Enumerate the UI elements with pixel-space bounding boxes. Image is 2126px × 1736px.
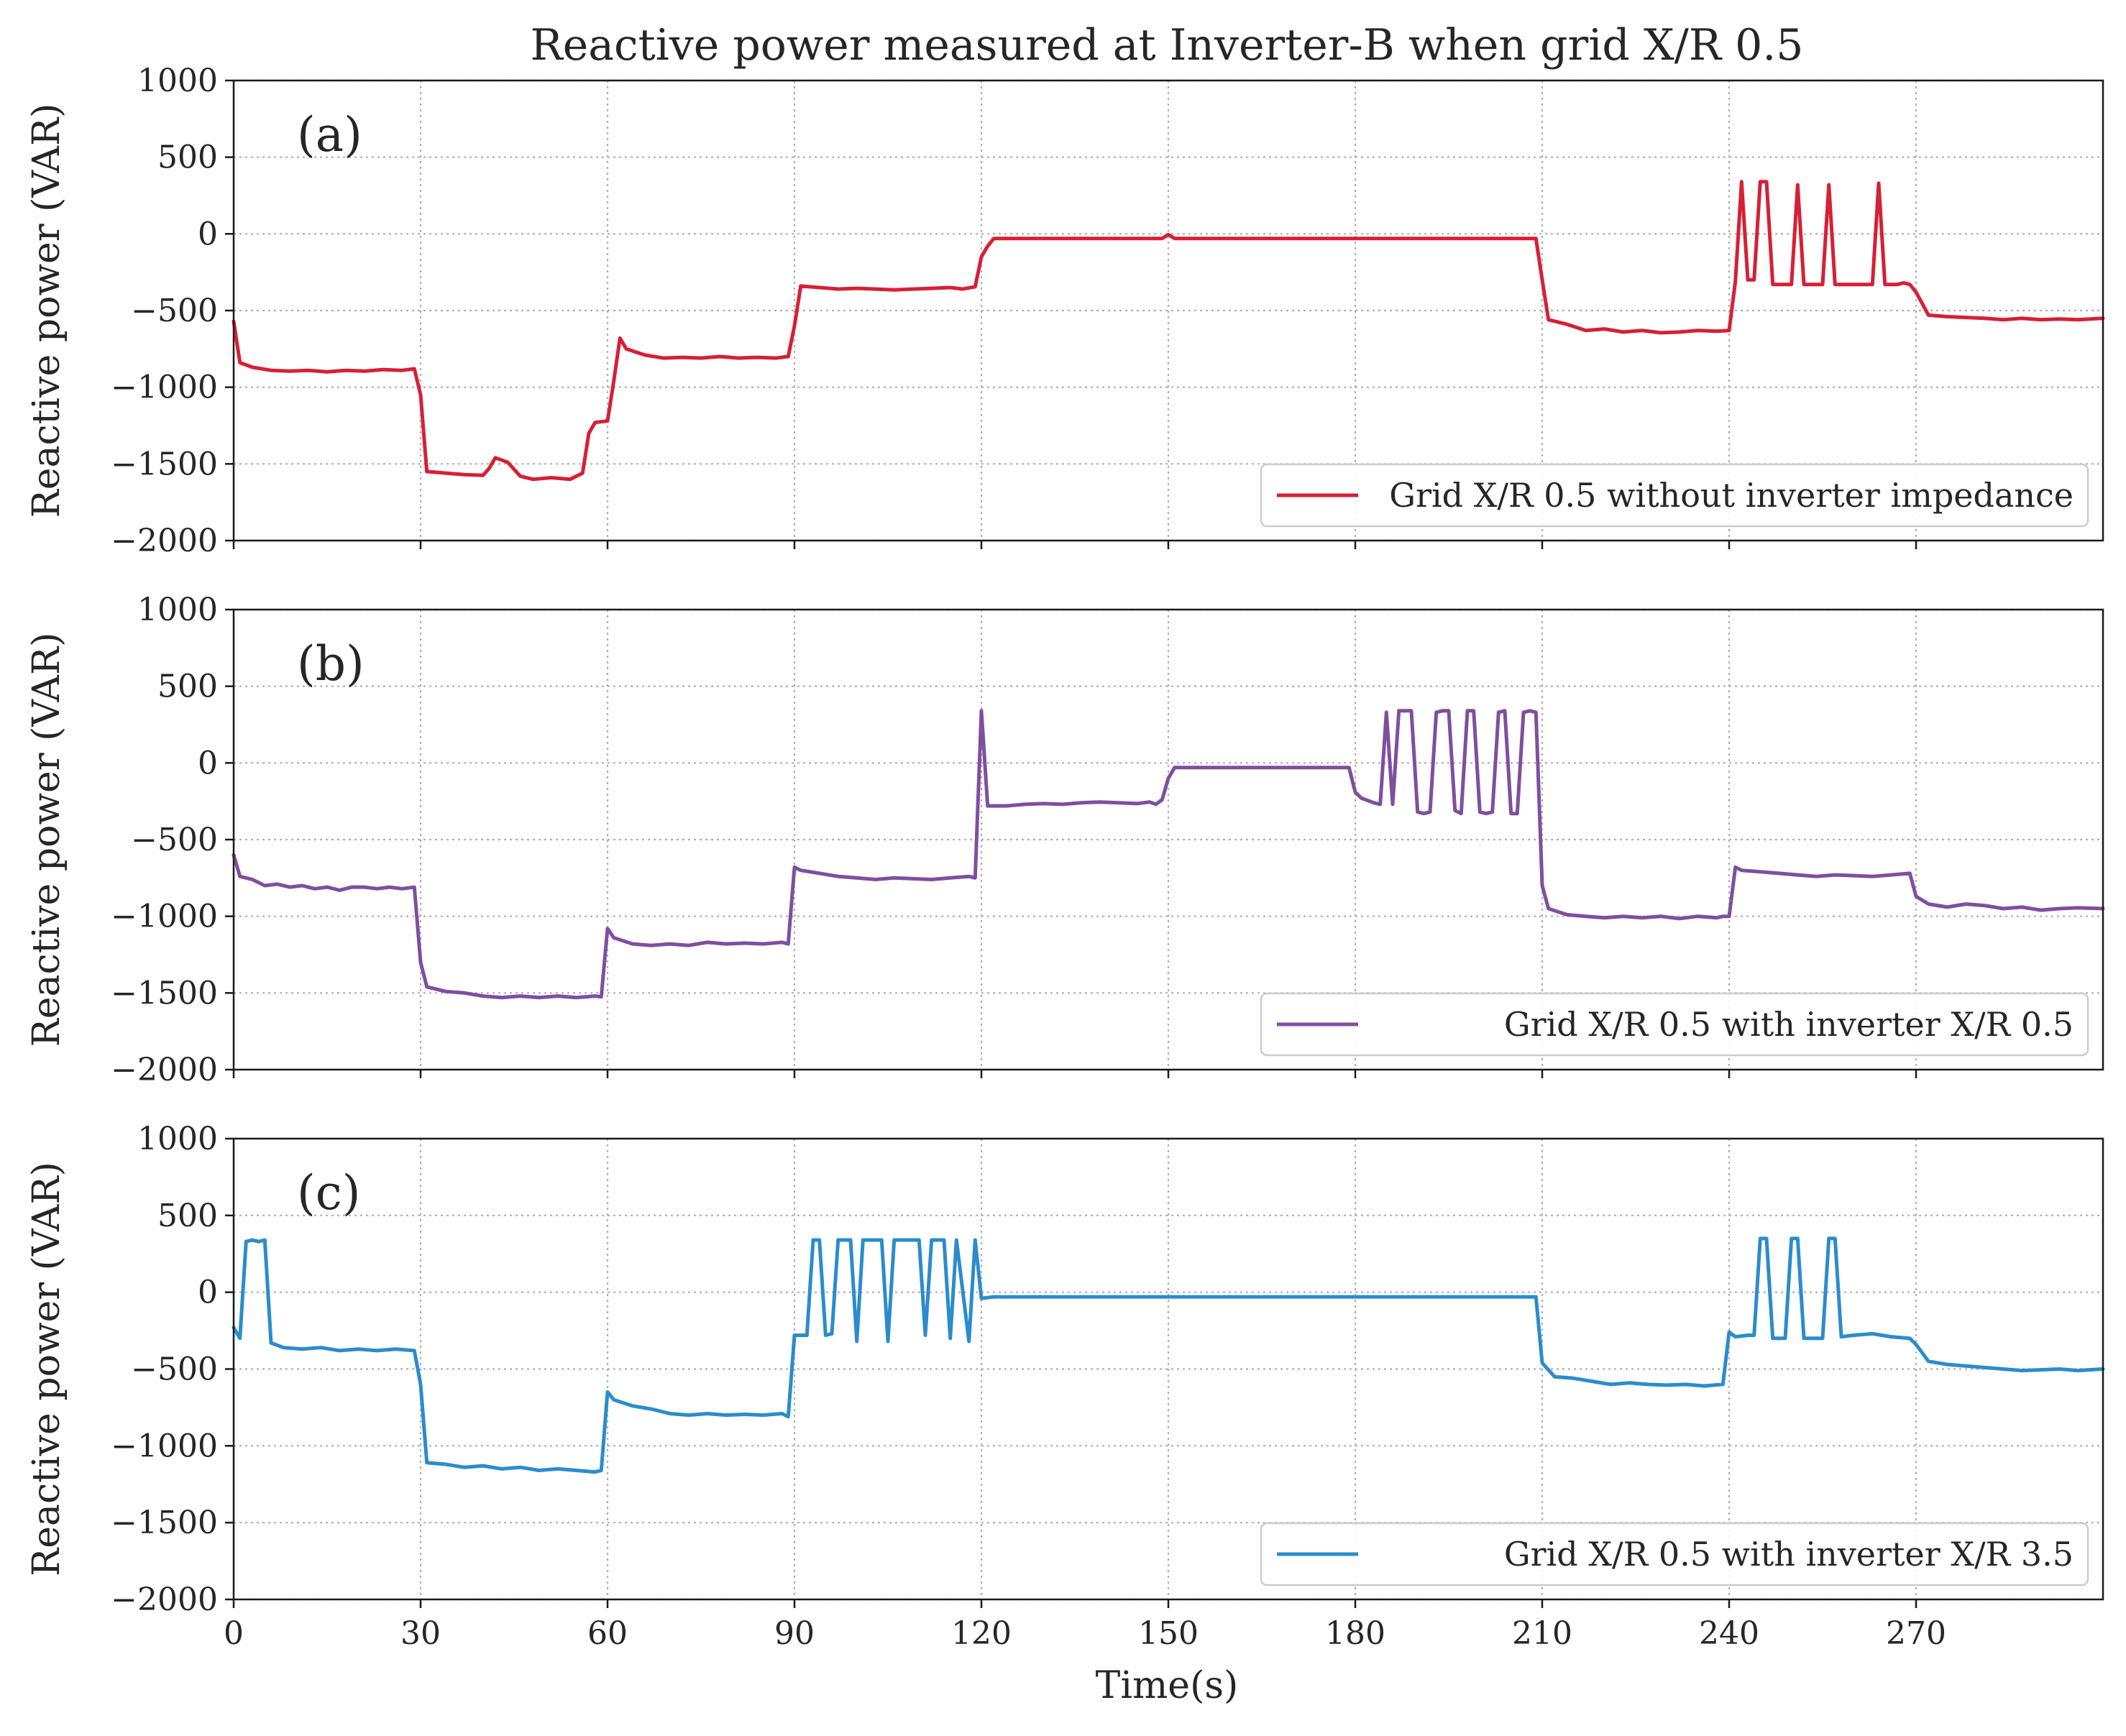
y-tick-label: 0: [198, 1275, 218, 1311]
x-tick-label: 210: [1512, 1615, 1572, 1652]
y-tick-label: 1000: [137, 592, 218, 628]
legend-label: Grid X/R 0.5 without inverter impedance: [1389, 476, 2074, 515]
legend: Grid X/R 0.5 without inverter impedance: [1260, 463, 2089, 528]
panel-tag: (a): [297, 107, 362, 162]
y-tick-label: −2000: [111, 1581, 218, 1618]
y-tick-label: 500: [157, 1198, 218, 1234]
y-tick-label: 500: [157, 669, 218, 705]
legend-label: Grid X/R 0.5 with inverter X/R 3.5: [1504, 1535, 2074, 1574]
x-tick-label: 120: [951, 1615, 1012, 1652]
legend-label: Grid X/R 0.5 with inverter X/R 0.5: [1504, 1005, 2074, 1044]
y-axis-title: Reactive power (VAR): [25, 1162, 68, 1576]
y-axis-title: Reactive power (VAR): [25, 104, 68, 518]
y-tick-label: 500: [157, 139, 218, 176]
series-line-c: [232, 1236, 2105, 1474]
x-tick-label: 270: [1886, 1615, 1946, 1652]
x-tick-label: 30: [400, 1615, 441, 1652]
y-tick-label: −1500: [111, 446, 218, 482]
legend-box: [1260, 1522, 2089, 1586]
y-tick-label: −1500: [111, 975, 218, 1011]
x-tick-label: 60: [587, 1615, 628, 1652]
x-tick-label: 180: [1325, 1615, 1385, 1652]
y-tick-label: −2000: [111, 523, 218, 559]
y-tick-label: −1000: [111, 1428, 218, 1464]
y-tick-label: 1000: [137, 63, 218, 99]
y-tick-label: 1000: [137, 1121, 218, 1157]
series-line-b: [232, 709, 2105, 1000]
y-tick-label: 0: [198, 216, 218, 252]
panels: 1000 500 0 −500 −1000 −1500 −2000 Reactive powe…: [25, 63, 2105, 1652]
legend: Grid X/R 0.5 with inverter X/R 0.5: [1260, 992, 2089, 1057]
y-tick-label: −500: [131, 293, 218, 329]
y-axis-title: Reactive power (VAR): [25, 633, 68, 1047]
y-tick-label: −1500: [111, 1505, 218, 1541]
series-line-a: [232, 180, 2105, 482]
panel-tag: (b): [297, 636, 365, 692]
panel-tag: (c): [297, 1165, 360, 1221]
y-tick-label: −500: [131, 822, 218, 858]
legend-box: [1260, 463, 2089, 528]
x-tick-label: 240: [1699, 1615, 1759, 1652]
panel-b: 1000 500 0 −500 −1000 −1500 −2000 Reactive powe…: [25, 592, 2105, 1088]
panel-a: 1000 500 0 −500 −1000 −1500 −2000 Reactive powe…: [25, 63, 2105, 559]
y-tick-label: −500: [131, 1351, 218, 1388]
x-tick-label: 90: [774, 1615, 815, 1652]
y-tick-label: 0: [198, 745, 218, 781]
legend: Grid X/R 0.5 with inverter X/R 3.5: [1260, 1522, 2089, 1586]
y-tick-label: −1000: [111, 369, 218, 406]
legend-box: [1260, 992, 2089, 1057]
x-tick-label: 150: [1138, 1615, 1199, 1652]
y-tick-label: −2000: [111, 1052, 218, 1088]
x-tick-label: 0: [224, 1615, 244, 1652]
figure-title: Reactive power measured at Inverter-B wh…: [531, 20, 1804, 70]
x-axis-title: Time(s): [1096, 1664, 1239, 1707]
y-tick-label: −1000: [111, 899, 218, 935]
